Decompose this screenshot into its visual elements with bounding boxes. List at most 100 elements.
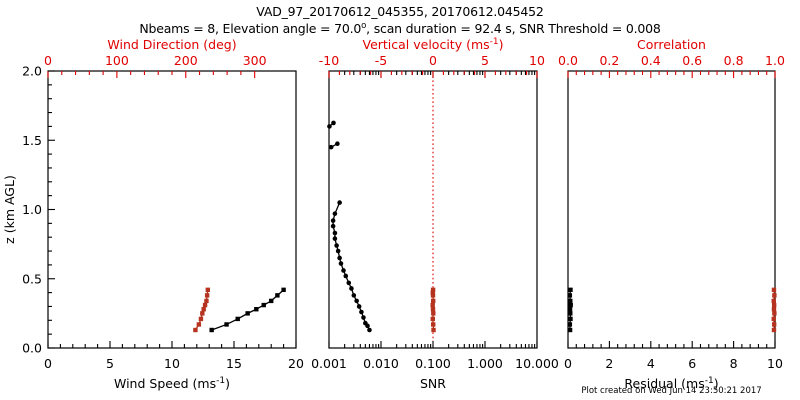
panel-2-bottom-tick-label: 0.001 — [311, 356, 347, 371]
panel-1-series-1-marker — [204, 293, 210, 298]
y-axis-tick-label: 1.0 — [22, 202, 42, 217]
panel-3-top-tick-label: 0.8 — [724, 53, 744, 68]
panel-2-series-0-marker — [343, 273, 349, 279]
panel-2-series-0-marker — [332, 211, 338, 216]
panel-3-series-0-marker — [568, 311, 573, 316]
panel-1-series-1-marker — [200, 311, 205, 316]
panel-1-bottom-tick-label: 10 — [164, 356, 180, 371]
panel-2-series-0-marker — [367, 327, 372, 333]
panel-2-series-2-marker — [327, 124, 332, 129]
panel-1-series-1-marker — [205, 287, 211, 293]
panel-1-top-tick-label: 300 — [243, 53, 267, 68]
panel-2-series-0-marker — [359, 309, 364, 315]
panel-1-series-1-marker — [204, 298, 209, 304]
degree-superscript: o — [361, 21, 367, 31]
panel-3-top-tick-label: 0.2 — [599, 53, 619, 68]
panel-2-series-0-marker — [341, 268, 346, 273]
panel-3-series-0-marker — [567, 293, 573, 298]
panel-2-series-0-marker — [335, 248, 341, 254]
panel-1-top-tick-label: 0 — [44, 53, 52, 68]
panel-1-frame — [47, 70, 297, 349]
figure-title-line-1: VAD_97_20170612_045355, 20170612.045452 — [256, 4, 544, 19]
panel-2-series-3-marker — [431, 311, 436, 316]
panel-2-series-1-marker — [335, 141, 340, 147]
panel-2-top-tick-label: 0 — [429, 53, 437, 68]
panel-3-bottom-tick-label: 10 — [767, 356, 783, 371]
panel-2-series-2-marker — [331, 120, 336, 126]
panel-3-top-tick-label: 0.6 — [682, 53, 702, 68]
panel-1-series-0-marker — [245, 311, 250, 316]
panel-2-series-0-marker — [338, 261, 344, 266]
panel-2-series-3-marker — [430, 302, 435, 308]
panel-3-series-1-marker — [771, 302, 777, 308]
panel-3-series-1-marker — [772, 311, 777, 316]
panel-2-series-0-marker — [337, 255, 342, 261]
panel-1-bottom-axis-title: Wind Speed (ms-1) — [114, 376, 230, 391]
panel-3-bottom-tick-label: 2 — [605, 356, 613, 371]
panel-1-series-0-line — [211, 289, 285, 331]
panel-1-bottom-tick-label: 15 — [226, 356, 242, 371]
panel-1-top-axis-title: Wind Direction (deg) — [107, 37, 236, 52]
panel-3-series-0-marker — [568, 302, 573, 308]
panel-3-series-0-marker — [567, 307, 573, 312]
panel-2-series-0-marker — [330, 218, 336, 223]
panel-1-top-tick-label: 100 — [105, 53, 129, 68]
panel-1-bottom-tick-label: 20 — [288, 356, 304, 371]
panel-2-series-3-marker — [431, 322, 436, 327]
panel-3-frame — [567, 70, 776, 349]
panel-2-bottom-tick-label: 1.000 — [467, 356, 503, 371]
panel-2-bottom-tick-label: 0.010 — [363, 356, 399, 371]
panel-1-series-0-marker — [275, 293, 280, 298]
panel-2-series-0-marker — [356, 304, 362, 309]
panel-3-bottom-tick-label: 4 — [647, 356, 655, 371]
panel-3-bottom-axis-title: Residual (ms-1) — [624, 376, 718, 391]
panel-1-series-1-marker — [193, 327, 198, 333]
panel-1-series-0-marker — [269, 298, 274, 304]
panel-1-series-0-marker — [281, 287, 286, 293]
panel-2-series-0-marker — [349, 286, 354, 291]
y-axis-tick-label: 2.0 — [22, 64, 42, 79]
panel-1-series-1-marker — [198, 316, 204, 322]
panel-2-series-3-marker — [431, 298, 436, 304]
panel-2-top-tick-label: -5 — [375, 53, 387, 68]
panel-2-series-3-marker — [430, 290, 435, 295]
panel-3-top-tick-label: 1.0 — [765, 53, 785, 68]
panel-1-series-0-marker — [209, 327, 214, 333]
panel-3-bottom-tick-label: 8 — [730, 356, 738, 371]
panel-2-series-1-marker — [328, 144, 334, 150]
panel-1-bottom-tick-label: 5 — [106, 356, 114, 371]
panel-1-bottom-tick-label: 0 — [44, 356, 52, 371]
panel-3-series-1-marker — [771, 307, 777, 312]
panel-3-series-1-marker — [771, 298, 776, 304]
panel-2-bottom-axis-title: SNR — [420, 376, 446, 391]
title-scan-text: , scan duration = 92.4 s, SNR Threshold … — [366, 21, 661, 37]
panel-2-series-3-marker — [430, 293, 436, 298]
panel-2-top-axis-title: Vertical velocity (ms-1) — [362, 37, 503, 52]
panel-3-series-0-marker — [568, 298, 573, 304]
panel-2-series-0-marker — [363, 320, 368, 326]
creation-timestamp: Plot created on Wed Jun 14 23:50:21 2017 — [581, 386, 761, 396]
panel-3-series-1-marker — [771, 327, 777, 333]
figure-title-block: VAD_97_20170612_045355, 20170612.045452 … — [0, 0, 800, 36]
panel-3-series-0-marker — [568, 316, 573, 322]
y-axis-tick-label: 0.5 — [22, 271, 42, 286]
panel-1-series-1-marker — [202, 302, 208, 308]
panel-3-series-0-marker — [567, 327, 573, 333]
panel-2-bottom-tick-label: 0.100 — [415, 356, 451, 371]
panel-3-top-tick-label: 0.0 — [558, 53, 578, 68]
title-nbeams-text: Nbeams = 8, Elevation angle = 70.0 — [139, 21, 362, 37]
panel-2-series-0-marker — [334, 243, 339, 248]
panel-2-series-3-marker — [430, 307, 436, 312]
panel-2-top-tick-label: 5 — [481, 53, 489, 68]
panel-3-series-1-marker — [772, 293, 777, 298]
panel-1-series-1-marker — [201, 307, 206, 312]
y-axis-tick-label: 1.5 — [22, 133, 42, 148]
panel-3-bottom-tick-label: 6 — [688, 356, 696, 371]
panel-2-top-tick-label: -10 — [319, 53, 339, 68]
panel-2-top-tick-label: 10 — [529, 53, 545, 68]
panel-3-bottom-tick-label: 0 — [564, 356, 572, 371]
y-axis-tick-label: 0.0 — [22, 341, 42, 356]
panel-1-series-1-marker — [196, 322, 202, 327]
